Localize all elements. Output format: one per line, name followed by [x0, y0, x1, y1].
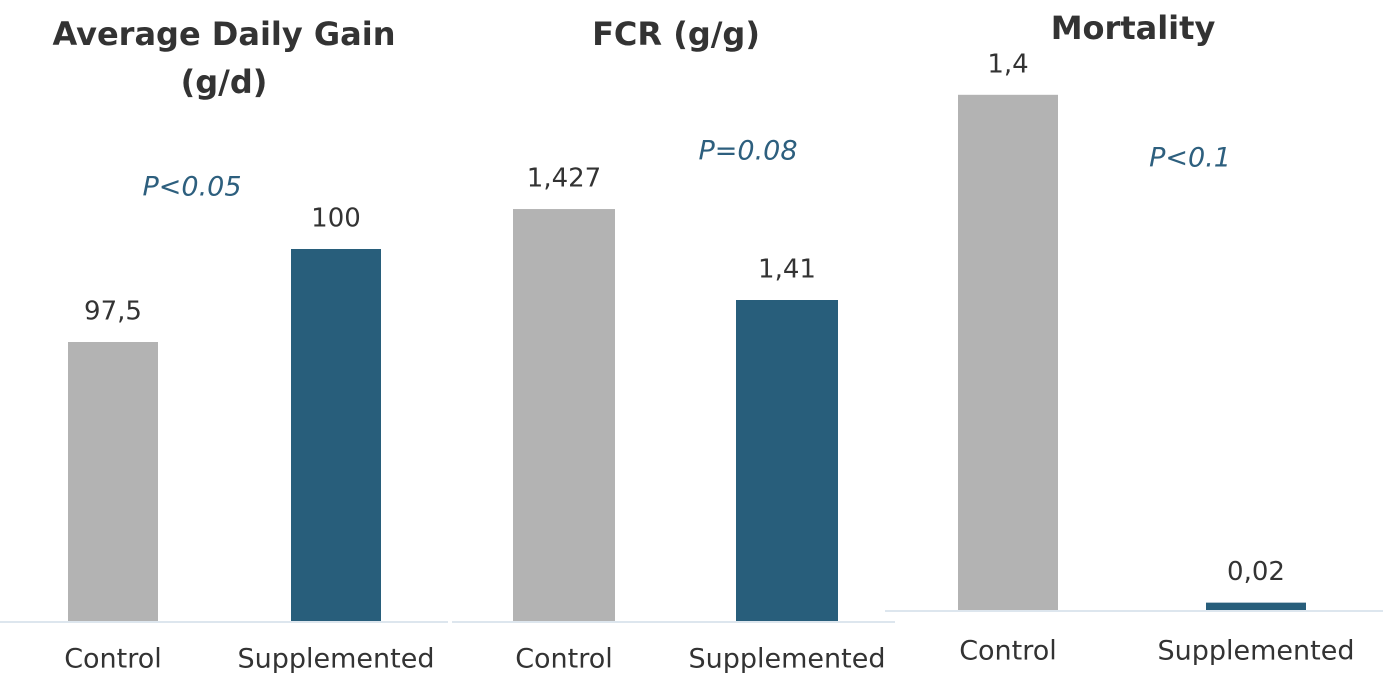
x-tick-label: Supplemented — [237, 644, 434, 675]
p-value-annotation: P=0.08 — [698, 136, 797, 167]
x-tick-label: Control — [959, 636, 1057, 667]
chart-title: Average Daily Gain — [52, 15, 395, 53]
bar — [68, 342, 158, 621]
data-label: 100 — [311, 204, 361, 234]
data-label: 1,427 — [527, 164, 601, 194]
data-label: 0,02 — [1227, 557, 1285, 587]
bar — [1206, 602, 1306, 610]
bar — [958, 94, 1058, 611]
p-value-annotation: P<0.1 — [1149, 143, 1231, 174]
x-tick-label: Supplemented — [1157, 636, 1354, 667]
x-tick-label: Control — [515, 644, 613, 675]
x-tick-label: Supplemented — [688, 644, 885, 675]
p-value-annotation: P<0.05 — [142, 172, 241, 203]
x-tick-label: Control — [64, 644, 162, 675]
data-label: 1,4 — [987, 49, 1028, 79]
chart-title: FCR (g/g) — [592, 15, 760, 53]
bar — [736, 300, 838, 621]
data-label: 97,5 — [84, 297, 142, 327]
chart-title: Mortality — [1051, 9, 1216, 47]
bar — [291, 249, 381, 621]
bar — [513, 209, 615, 622]
data-label: 1,41 — [758, 255, 816, 285]
chart-title: (g/d) — [181, 63, 268, 101]
